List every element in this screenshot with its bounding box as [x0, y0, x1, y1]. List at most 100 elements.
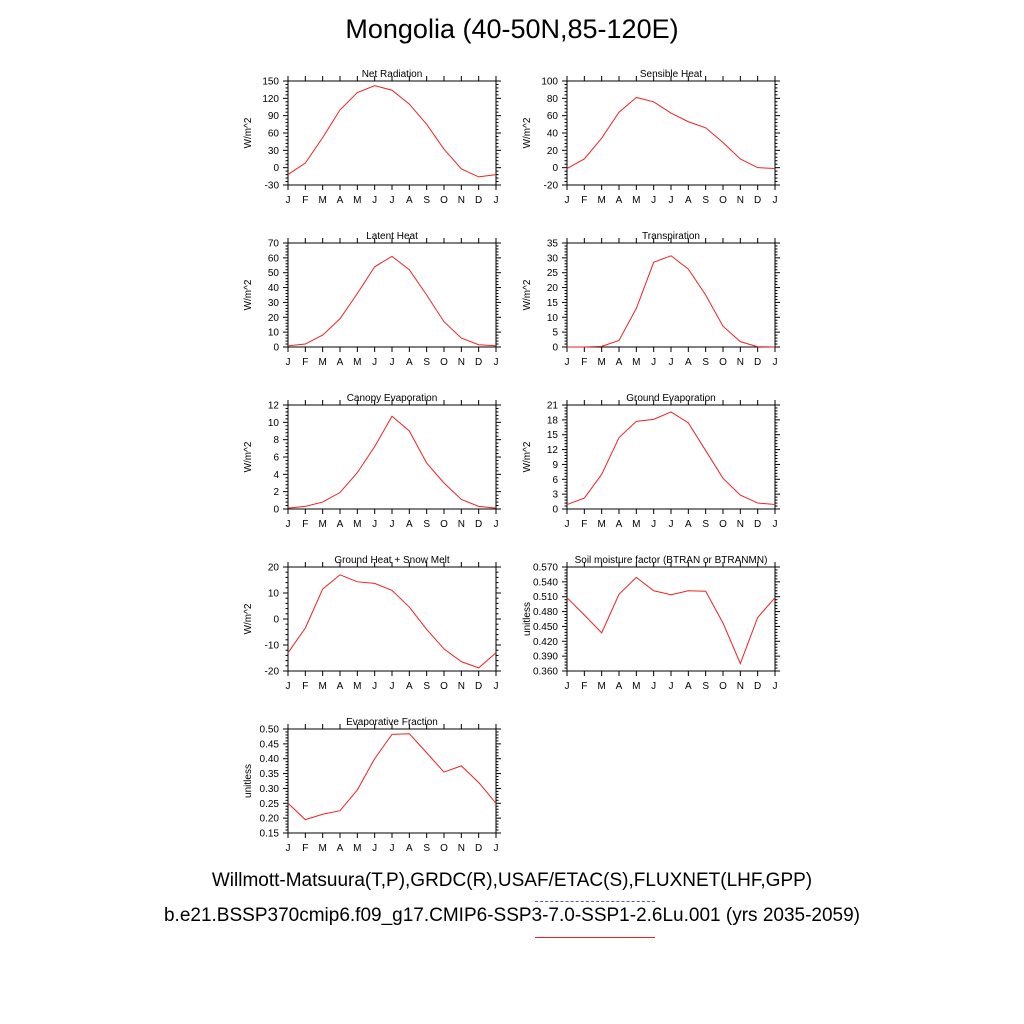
x-tick-label: J: [565, 681, 570, 692]
x-tick-label: J: [286, 195, 291, 206]
y-tick-label: 0: [273, 615, 279, 626]
x-tick-label: J: [669, 195, 674, 206]
y-tick-label: 0.360: [533, 667, 558, 678]
y-tick-label: 9: [552, 460, 558, 471]
y-tick-label: 0.45: [260, 739, 280, 750]
y-tick-label: 60: [268, 129, 280, 140]
panel-frame: [287, 728, 497, 834]
y-tick-label: 30: [547, 253, 559, 264]
x-tick-label: M: [318, 681, 326, 692]
x-tick-label: O: [440, 195, 448, 206]
y-tick-label: -20: [544, 181, 559, 192]
panel-title: Evaporative Fraction: [346, 717, 438, 728]
x-tick-label: D: [475, 843, 482, 854]
y-axis-label: W/m^2: [522, 441, 533, 472]
y-tick-label: 100: [541, 77, 558, 88]
y-tick-label: 0.570: [533, 563, 558, 574]
x-tick-label: S: [423, 357, 430, 368]
y-tick-label: 20: [268, 563, 280, 574]
x-tick-label: M: [597, 195, 605, 206]
x-tick-label: S: [423, 681, 430, 692]
x-tick-label: F: [581, 519, 587, 530]
y-tick-label: 40: [268, 283, 280, 294]
x-tick-label: J: [651, 681, 656, 692]
x-tick-label: J: [372, 357, 377, 368]
x-tick-label: O: [719, 519, 727, 530]
x-tick-label: J: [372, 681, 377, 692]
y-tick-label: 8: [273, 435, 279, 446]
x-tick-label: O: [719, 357, 727, 368]
x-tick-label: N: [458, 195, 465, 206]
x-tick-label: J: [390, 357, 395, 368]
x-tick-label: M: [597, 681, 605, 692]
y-tick-label: 15: [547, 298, 559, 309]
y-tick-label: 12: [268, 401, 280, 412]
y-tick-label: 4: [273, 470, 279, 481]
x-tick-label: N: [737, 357, 744, 368]
y-axis-label: W/m^2: [243, 117, 254, 148]
x-tick-label: M: [632, 681, 640, 692]
panel-title: Sensible Heat: [640, 69, 702, 80]
y-tick-label: 0: [552, 163, 558, 174]
x-tick-label: J: [390, 681, 395, 692]
series-line-1: [566, 96, 776, 170]
x-tick-label: A: [685, 681, 692, 692]
x-tick-label: J: [565, 357, 570, 368]
y-tick-label: 0.30: [260, 784, 280, 795]
y-axis-label: W/m^2: [522, 117, 533, 148]
series-line-1: [287, 255, 497, 347]
x-tick-label: N: [458, 519, 465, 530]
y-tick-label: 10: [268, 328, 280, 339]
x-tick-label: M: [318, 519, 326, 530]
y-tick-label: 80: [547, 94, 559, 105]
x-tick-label: A: [616, 195, 623, 206]
y-tick-label: 10: [268, 418, 280, 429]
x-tick-label: J: [494, 681, 499, 692]
panel-9: Evaporative Fraction unitless 0.15 0.20 0.25…: [243, 717, 501, 854]
y-tick-label: 40: [547, 129, 559, 140]
y-tick-label: 0.35: [260, 769, 280, 780]
x-tick-label: A: [406, 195, 413, 206]
x-tick-label: A: [337, 843, 344, 854]
x-tick-label: A: [337, 195, 344, 206]
y-tick-label: 20: [268, 313, 280, 324]
panel-title: Latent Heat: [366, 231, 418, 242]
x-tick-label: J: [669, 357, 674, 368]
x-tick-label: N: [737, 681, 744, 692]
panel-title: Soil moisture factor (BTRAN or BTRANMN): [575, 555, 768, 566]
x-tick-label: J: [286, 681, 291, 692]
legend-observed-swatch: [535, 901, 655, 902]
x-tick-label: A: [406, 843, 413, 854]
x-tick-label: J: [773, 519, 778, 530]
figure-title: Mongolia (40-50N,85-120E): [345, 14, 679, 44]
y-tick-label: 10: [547, 313, 559, 324]
x-tick-label: A: [337, 357, 344, 368]
x-tick-label: D: [754, 519, 761, 530]
x-tick-label: S: [702, 195, 709, 206]
series-line-1: [287, 574, 497, 669]
x-tick-label: O: [719, 195, 727, 206]
y-axis-label: W/m^2: [243, 603, 254, 634]
x-tick-label: S: [423, 195, 430, 206]
x-tick-label: D: [475, 519, 482, 530]
x-tick-label: A: [616, 519, 623, 530]
x-tick-label: O: [440, 519, 448, 530]
y-tick-label: 30: [268, 298, 280, 309]
x-tick-label: M: [597, 519, 605, 530]
x-tick-label: N: [737, 519, 744, 530]
x-tick-label: J: [773, 195, 778, 206]
x-tick-label: M: [318, 843, 326, 854]
x-tick-label: F: [581, 357, 587, 368]
x-tick-label: D: [754, 681, 761, 692]
panel-frame: [566, 80, 776, 186]
series-line-1: [566, 576, 776, 665]
x-tick-label: J: [390, 843, 395, 854]
x-tick-label: A: [337, 519, 344, 530]
x-tick-label: M: [353, 357, 361, 368]
y-tick-label: 30: [268, 146, 280, 157]
x-tick-label: A: [616, 681, 623, 692]
x-tick-label: M: [353, 681, 361, 692]
x-tick-label: A: [616, 357, 623, 368]
